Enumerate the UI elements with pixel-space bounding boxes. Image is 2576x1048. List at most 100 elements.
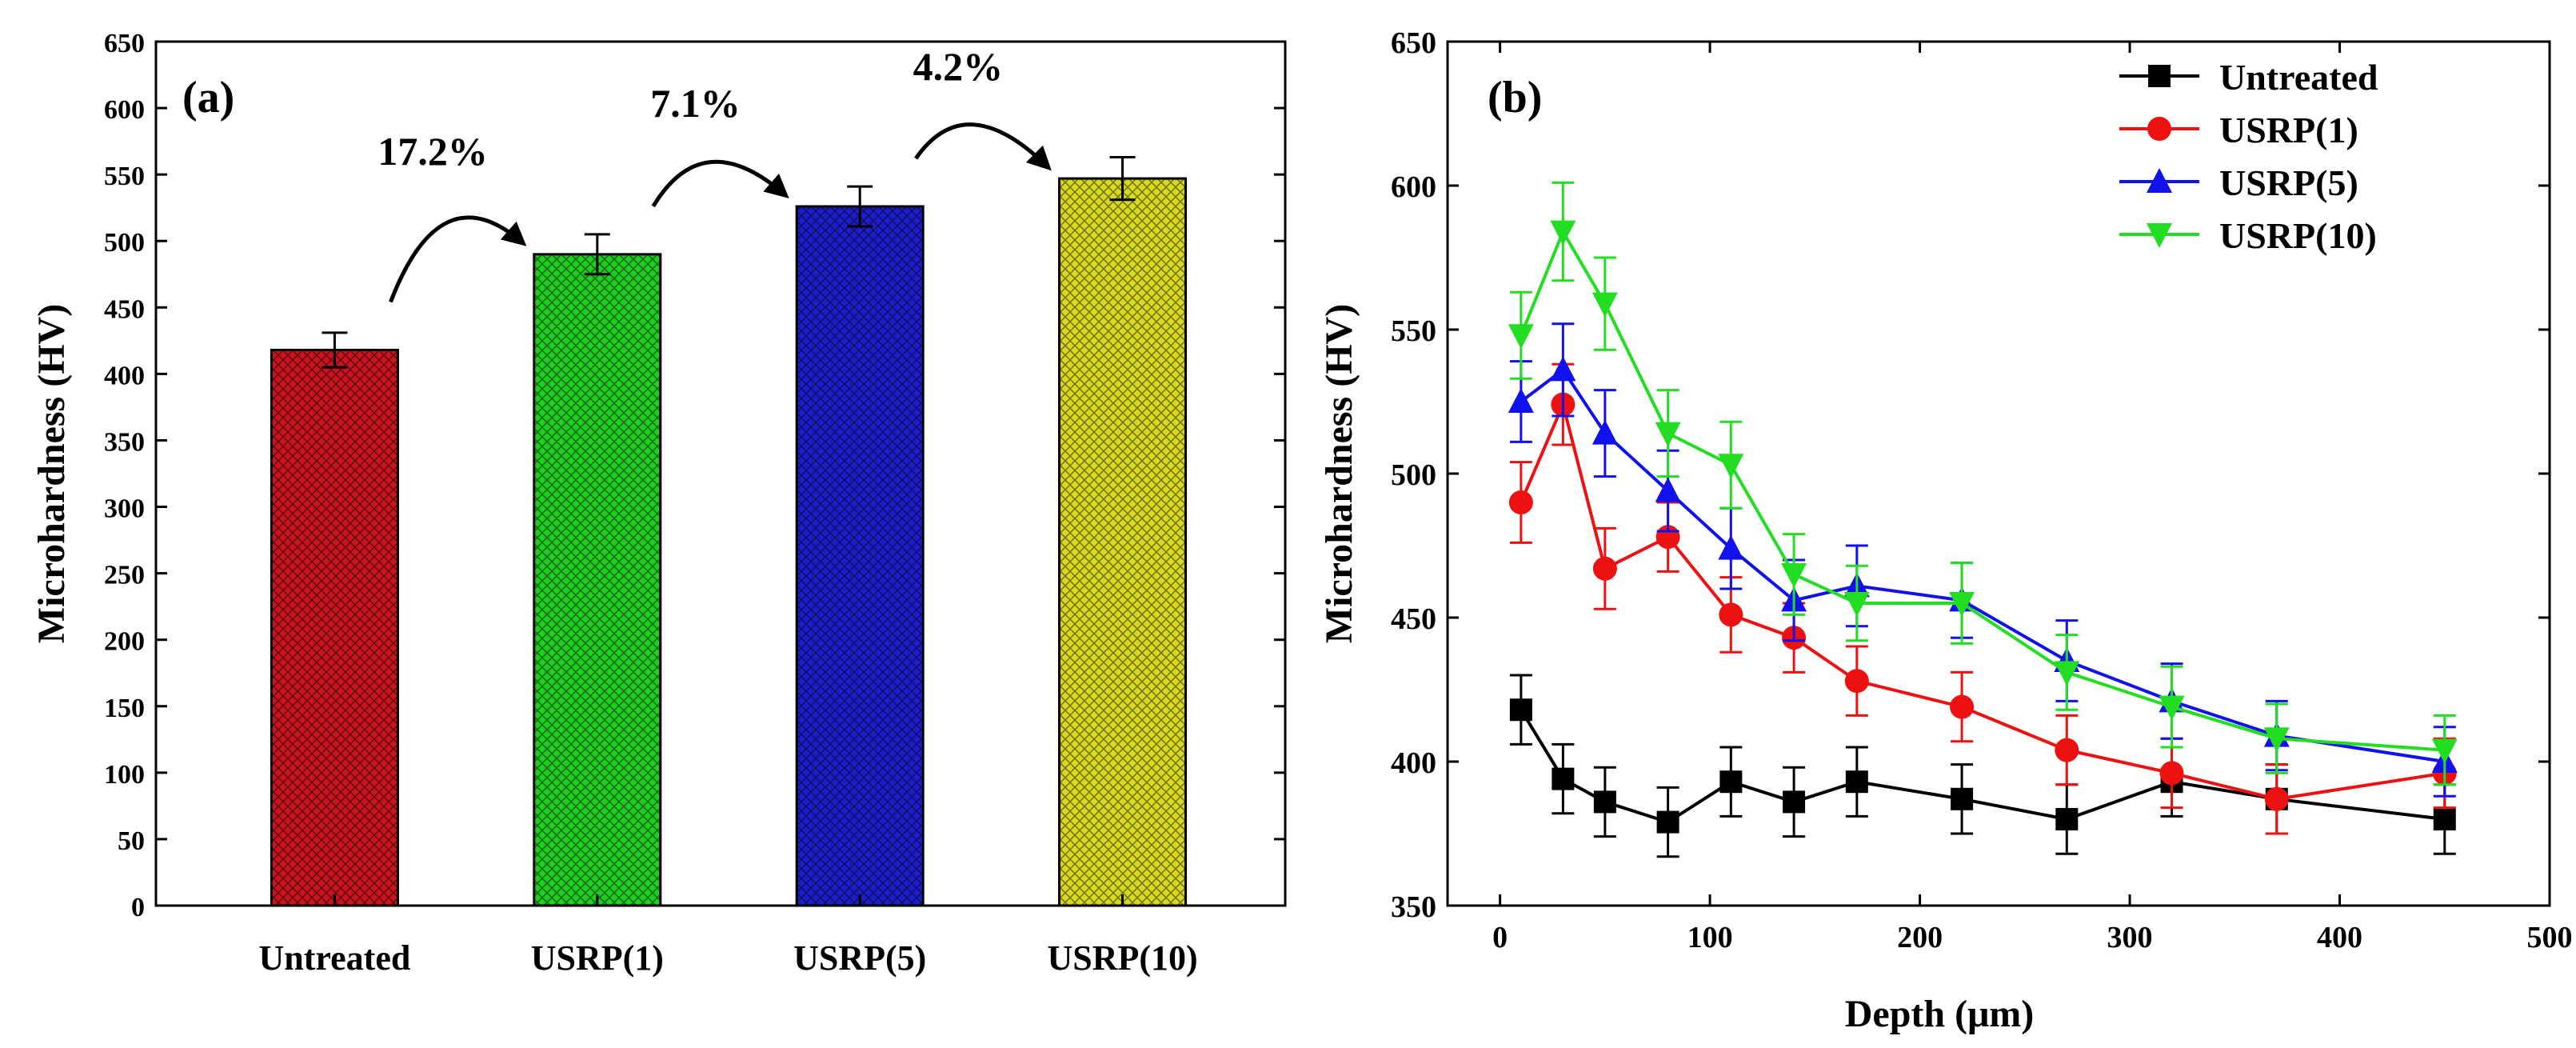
data-point bbox=[1781, 563, 1807, 588]
panel-b-legend: Untreated USRP(1) USRP(5) USRP(10) bbox=[2119, 57, 2378, 256]
data-point bbox=[1718, 454, 1744, 479]
y-tick-label: 300 bbox=[104, 494, 145, 524]
bar-untreated bbox=[270, 331, 399, 907]
x-tick-label: 100 bbox=[1687, 921, 1733, 954]
panel-a-label: (a) bbox=[182, 73, 234, 122]
data-point bbox=[2431, 738, 2458, 764]
data-point bbox=[2159, 695, 2185, 721]
y-tick-label: 600 bbox=[104, 95, 145, 125]
data-point bbox=[1592, 556, 1617, 581]
y-tick-label: 100 bbox=[104, 760, 145, 790]
legend-item-usrp-10-: USRP(10) bbox=[2119, 215, 2377, 256]
y-tick-label: 50 bbox=[118, 826, 145, 856]
data-point bbox=[2264, 786, 2289, 811]
panel-a-annotations: 17.2% 7.1% 4.2% bbox=[377, 44, 1052, 303]
panel-a-bars bbox=[270, 156, 1188, 907]
annotation-label: 7.1% bbox=[650, 81, 741, 126]
data-point bbox=[1592, 292, 1618, 318]
x-tick-label: 500 bbox=[2527, 921, 2573, 954]
bar-hatch bbox=[797, 206, 924, 906]
y-tick-label: 450 bbox=[1391, 602, 1436, 636]
annotation-label: 4.2% bbox=[913, 44, 1004, 89]
legend-label: USRP(5) bbox=[2219, 162, 2358, 203]
bar-usrp-5- bbox=[795, 185, 925, 907]
x-tick-label: USRP(1) bbox=[531, 938, 664, 978]
series-line bbox=[1520, 709, 2446, 824]
data-point bbox=[1951, 787, 1974, 810]
legend-label: USRP(1) bbox=[2219, 110, 2358, 150]
data-point bbox=[1508, 388, 1534, 413]
x-tick-label: USRP(5) bbox=[793, 938, 926, 978]
series-untreated bbox=[1509, 674, 2456, 858]
data-point bbox=[2054, 661, 2080, 686]
annotation-label: 17.2% bbox=[377, 129, 488, 174]
annotation-arrow bbox=[651, 159, 789, 208]
data-point bbox=[1719, 602, 1743, 627]
bar-hatch bbox=[1059, 178, 1186, 906]
legend-label: Untreated bbox=[2219, 57, 2378, 98]
bar-usrp-1- bbox=[533, 233, 662, 907]
y-tick-label: 350 bbox=[1391, 890, 1436, 924]
data-point bbox=[1508, 324, 1534, 350]
panel-b-y-axis-label: Microhardness (HV) bbox=[1318, 304, 1360, 643]
y-tick-label: 400 bbox=[104, 361, 145, 390]
y-tick-label: 200 bbox=[104, 627, 145, 657]
data-point bbox=[1592, 419, 1618, 445]
data-point bbox=[2147, 223, 2172, 248]
legend-label: USRP(10) bbox=[2219, 215, 2377, 256]
x-tick-label: Untreated bbox=[259, 938, 411, 978]
data-point bbox=[1719, 770, 1743, 794]
data-point bbox=[1843, 592, 1870, 617]
data-point bbox=[2147, 117, 2171, 141]
panel-b-y-ticks: 350 400 450 500 550 600 650 bbox=[1391, 26, 2550, 924]
data-point bbox=[1950, 694, 1975, 719]
panel-b-x-axis-label: Depth (μm) bbox=[1845, 993, 2035, 1035]
data-point bbox=[2055, 738, 2079, 762]
panel-a-y-axis-label: Microhardness (HV) bbox=[30, 304, 73, 643]
data-point bbox=[1550, 220, 1576, 246]
legend-item-usrp-1-: USRP(1) bbox=[2119, 110, 2358, 150]
data-point bbox=[1508, 490, 1533, 514]
annotation-arrow bbox=[914, 122, 1052, 171]
data-point bbox=[1844, 669, 1869, 694]
data-point bbox=[2147, 168, 2172, 193]
legend-item-untreated: Untreated bbox=[2119, 57, 2378, 98]
data-point bbox=[2055, 808, 2079, 830]
x-tick-label: 300 bbox=[2107, 921, 2153, 954]
y-tick-label: 400 bbox=[1391, 746, 1436, 780]
data-point bbox=[1949, 592, 1975, 617]
series-line bbox=[1520, 367, 2446, 763]
panel-a-x-ticks: Untreated USRP(1) USRP(5) USRP(10) bbox=[259, 894, 1198, 978]
panel-b-line-chart: (b) Microhardness (HV) Depth (μm) 350 400… bbox=[1318, 26, 2573, 1035]
series-usrp-1- bbox=[1508, 362, 2457, 835]
y-tick-label: 500 bbox=[1391, 458, 1436, 492]
data-point bbox=[1783, 790, 1806, 814]
panel-b-plot-frame bbox=[1446, 40, 2551, 907]
y-tick-label: 500 bbox=[104, 228, 145, 258]
y-tick-label: 650 bbox=[1391, 26, 1436, 60]
panel-a-y-ticks: 0 50 100 150 200 250 300 350 400 450 500 550 600 650 bbox=[104, 29, 1285, 922]
y-tick-label: 550 bbox=[104, 162, 145, 191]
y-tick-label: 600 bbox=[1391, 170, 1436, 204]
data-point bbox=[2433, 808, 2456, 830]
bar-hatch bbox=[533, 254, 661, 906]
x-tick-label: 400 bbox=[2317, 921, 2362, 954]
data-point bbox=[2148, 65, 2171, 87]
y-tick-label: 250 bbox=[104, 561, 145, 590]
panel-b-series bbox=[1508, 181, 2458, 858]
data-point bbox=[1552, 767, 1575, 790]
series-usrp-10- bbox=[1508, 181, 2458, 786]
y-tick-label: 650 bbox=[104, 29, 145, 58]
data-point bbox=[1550, 356, 1576, 382]
y-tick-label: 450 bbox=[104, 294, 145, 324]
panel-b-x-ticks: 0 100 200 300 400 500 bbox=[1492, 42, 2573, 954]
series-line bbox=[1520, 399, 2446, 801]
data-point bbox=[1655, 422, 1681, 447]
data-point bbox=[1718, 534, 1744, 560]
y-tick-label: 550 bbox=[1391, 314, 1436, 348]
panel-a-bar-chart: (a) Microhardness (HV) 0 50 100 150 200 250 30… bbox=[30, 29, 1287, 978]
data-point bbox=[1656, 810, 1679, 834]
panel-a-plot-frame bbox=[154, 40, 1287, 907]
data-point bbox=[1655, 477, 1681, 502]
